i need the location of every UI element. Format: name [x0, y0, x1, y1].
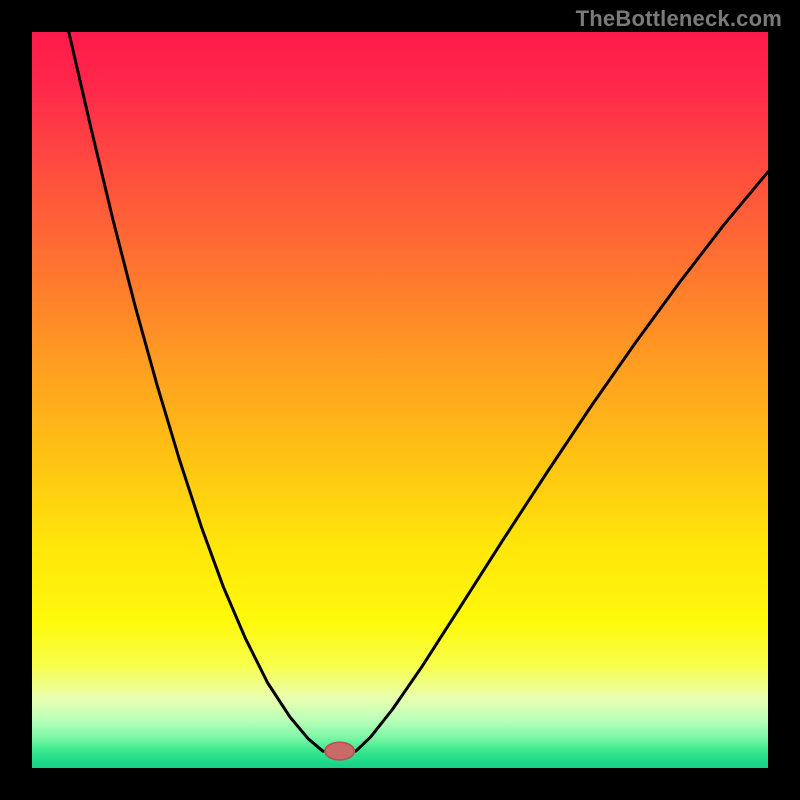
watermark-text: TheBottleneck.com — [576, 6, 782, 32]
chart-container: TheBottleneck.com — [0, 0, 800, 800]
bottleneck-chart — [0, 0, 800, 800]
plot-background — [32, 32, 768, 768]
optimum-marker — [325, 742, 354, 760]
